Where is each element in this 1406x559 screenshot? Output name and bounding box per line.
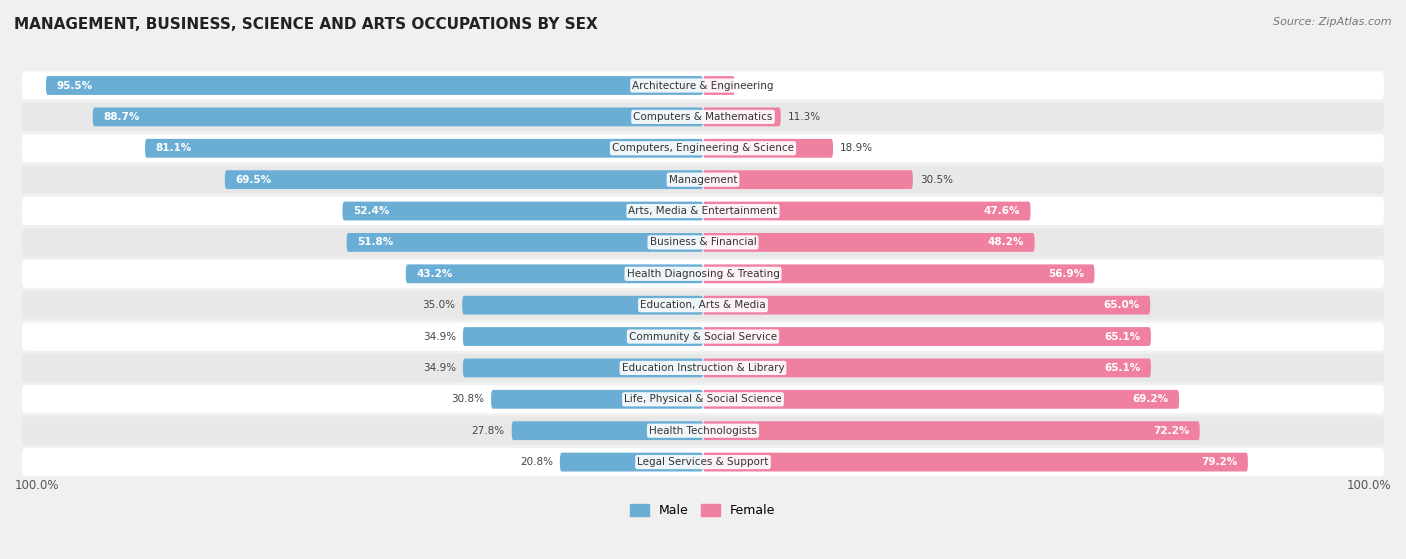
- Text: 47.6%: 47.6%: [984, 206, 1021, 216]
- Text: 43.2%: 43.2%: [416, 269, 453, 279]
- FancyBboxPatch shape: [145, 139, 703, 158]
- Text: 34.9%: 34.9%: [423, 363, 456, 373]
- FancyBboxPatch shape: [22, 448, 1384, 476]
- FancyBboxPatch shape: [703, 453, 1249, 471]
- FancyBboxPatch shape: [343, 202, 703, 220]
- Text: Health Technologists: Health Technologists: [650, 426, 756, 435]
- FancyBboxPatch shape: [22, 291, 1384, 319]
- Text: Education Instruction & Library: Education Instruction & Library: [621, 363, 785, 373]
- FancyBboxPatch shape: [46, 76, 703, 95]
- FancyBboxPatch shape: [22, 197, 1384, 225]
- Text: 69.5%: 69.5%: [235, 174, 271, 184]
- Text: 35.0%: 35.0%: [422, 300, 456, 310]
- FancyBboxPatch shape: [463, 296, 703, 315]
- FancyBboxPatch shape: [703, 139, 832, 158]
- FancyBboxPatch shape: [703, 107, 780, 126]
- Text: 65.1%: 65.1%: [1104, 363, 1140, 373]
- Text: 4.6%: 4.6%: [741, 80, 768, 91]
- FancyBboxPatch shape: [703, 233, 1035, 252]
- FancyBboxPatch shape: [93, 107, 703, 126]
- Text: 11.3%: 11.3%: [787, 112, 821, 122]
- Text: 52.4%: 52.4%: [353, 206, 389, 216]
- FancyBboxPatch shape: [22, 228, 1384, 257]
- Text: 18.9%: 18.9%: [839, 143, 873, 153]
- Text: Life, Physical & Social Science: Life, Physical & Social Science: [624, 394, 782, 404]
- FancyBboxPatch shape: [703, 76, 735, 95]
- FancyBboxPatch shape: [560, 453, 703, 471]
- Text: 79.2%: 79.2%: [1201, 457, 1237, 467]
- Text: 65.0%: 65.0%: [1104, 300, 1140, 310]
- Text: 69.2%: 69.2%: [1133, 394, 1168, 404]
- Text: Architecture & Engineering: Architecture & Engineering: [633, 80, 773, 91]
- Text: 100.0%: 100.0%: [1347, 479, 1391, 492]
- FancyBboxPatch shape: [22, 72, 1384, 100]
- FancyBboxPatch shape: [22, 260, 1384, 288]
- Text: Community & Social Service: Community & Social Service: [628, 331, 778, 342]
- Text: 65.1%: 65.1%: [1104, 331, 1140, 342]
- FancyBboxPatch shape: [463, 358, 703, 377]
- Text: 81.1%: 81.1%: [155, 143, 191, 153]
- FancyBboxPatch shape: [22, 416, 1384, 445]
- FancyBboxPatch shape: [703, 421, 1199, 440]
- FancyBboxPatch shape: [703, 358, 1152, 377]
- FancyBboxPatch shape: [22, 134, 1384, 163]
- Text: 72.2%: 72.2%: [1153, 426, 1189, 435]
- Text: Health Diagnosing & Treating: Health Diagnosing & Treating: [627, 269, 779, 279]
- FancyBboxPatch shape: [347, 233, 703, 252]
- FancyBboxPatch shape: [22, 385, 1384, 414]
- Text: Legal Services & Support: Legal Services & Support: [637, 457, 769, 467]
- Text: 34.9%: 34.9%: [423, 331, 456, 342]
- Text: 30.8%: 30.8%: [451, 394, 484, 404]
- FancyBboxPatch shape: [406, 264, 703, 283]
- Text: 88.7%: 88.7%: [103, 112, 139, 122]
- FancyBboxPatch shape: [703, 170, 912, 189]
- Text: 48.2%: 48.2%: [988, 238, 1025, 248]
- FancyBboxPatch shape: [22, 323, 1384, 350]
- FancyBboxPatch shape: [512, 421, 703, 440]
- Legend: Male, Female: Male, Female: [626, 499, 780, 522]
- Text: 51.8%: 51.8%: [357, 238, 394, 248]
- FancyBboxPatch shape: [463, 327, 703, 346]
- Text: 27.8%: 27.8%: [472, 426, 505, 435]
- FancyBboxPatch shape: [22, 103, 1384, 131]
- Text: Business & Financial: Business & Financial: [650, 238, 756, 248]
- Text: Education, Arts & Media: Education, Arts & Media: [640, 300, 766, 310]
- FancyBboxPatch shape: [703, 264, 1094, 283]
- FancyBboxPatch shape: [703, 390, 1180, 409]
- FancyBboxPatch shape: [22, 165, 1384, 194]
- FancyBboxPatch shape: [703, 296, 1150, 315]
- Text: Management: Management: [669, 174, 737, 184]
- FancyBboxPatch shape: [703, 202, 1031, 220]
- FancyBboxPatch shape: [703, 327, 1152, 346]
- Text: 56.9%: 56.9%: [1047, 269, 1084, 279]
- Text: MANAGEMENT, BUSINESS, SCIENCE AND ARTS OCCUPATIONS BY SEX: MANAGEMENT, BUSINESS, SCIENCE AND ARTS O…: [14, 17, 598, 32]
- Text: 100.0%: 100.0%: [15, 479, 59, 492]
- FancyBboxPatch shape: [22, 354, 1384, 382]
- FancyBboxPatch shape: [491, 390, 703, 409]
- Text: Computers & Mathematics: Computers & Mathematics: [633, 112, 773, 122]
- Text: Source: ZipAtlas.com: Source: ZipAtlas.com: [1274, 17, 1392, 27]
- Text: Computers, Engineering & Science: Computers, Engineering & Science: [612, 143, 794, 153]
- Text: 20.8%: 20.8%: [520, 457, 553, 467]
- FancyBboxPatch shape: [225, 170, 703, 189]
- Text: Arts, Media & Entertainment: Arts, Media & Entertainment: [628, 206, 778, 216]
- Text: 95.5%: 95.5%: [56, 80, 93, 91]
- Text: 30.5%: 30.5%: [920, 174, 953, 184]
